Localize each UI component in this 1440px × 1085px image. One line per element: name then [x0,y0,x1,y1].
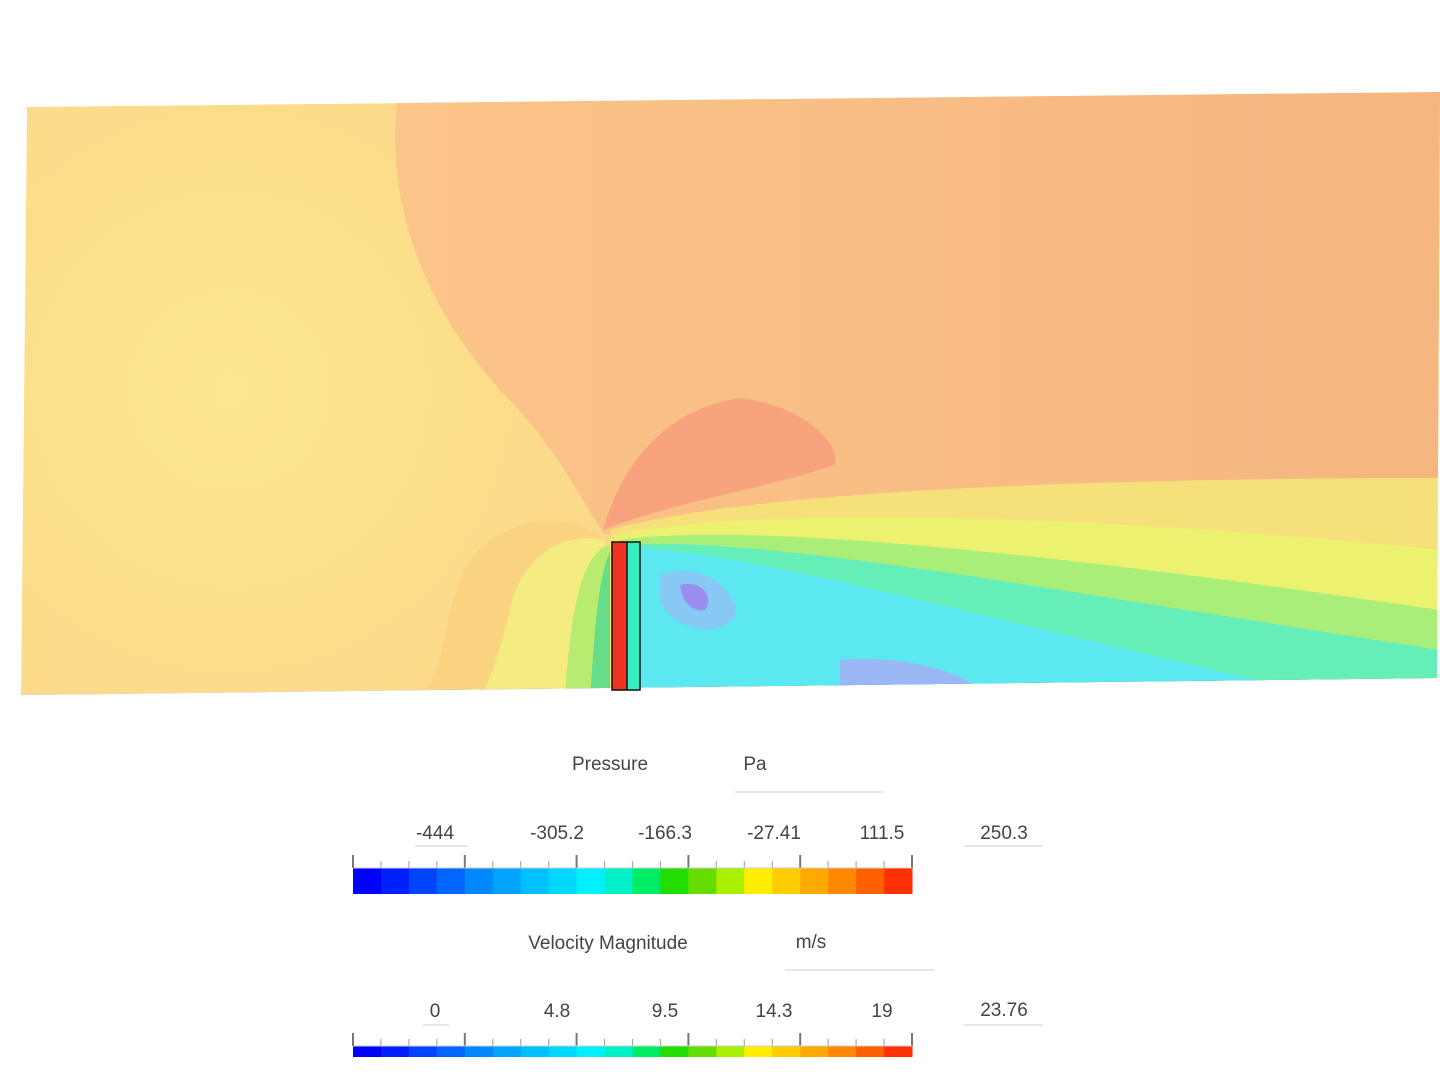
color-swatch [884,868,913,894]
legend-label: -27.41 [747,823,801,844]
legend-label: -166.3 [638,823,692,844]
color-swatch [800,868,829,894]
legend-max: 250.3 [980,823,1028,844]
color-swatch [548,868,578,894]
color-swatch [632,868,661,894]
color-swatch [380,1046,410,1057]
wake-cyan [630,548,1300,695]
color-swatch [856,868,885,894]
color-swatch [856,1046,885,1057]
legend-unit: m/s [796,932,827,953]
pressure-region [395,92,1440,535]
obstacle-front [612,542,627,690]
color-swatch [772,1046,801,1057]
color-swatch [464,1046,494,1057]
color-swatch [604,868,633,894]
color-swatch [688,1046,717,1057]
color-swatch [520,868,550,894]
color-swatch [772,868,801,894]
obstacle-back [627,542,640,690]
color-swatch [408,868,438,894]
upstream-teal [590,548,612,695]
flow-field [21,92,1440,695]
color-swatch [828,868,857,894]
legend-title: Pressure [572,754,648,775]
color-swatch [716,868,745,894]
legend-label: 14.3 [756,1001,793,1022]
color-swatch [800,1046,829,1057]
color-swatch [436,868,466,894]
obstacle-outline [611,541,641,691]
legend-label: -444 [416,823,454,844]
color-swatch [660,1046,689,1057]
color-swatch [660,868,689,894]
legend-label: 9.5 [652,1001,678,1022]
color-swatch [744,868,773,894]
color-swatch [576,1046,606,1057]
legend-max: 23.76 [980,1000,1028,1021]
color-swatch [520,1046,550,1057]
color-swatch [464,868,494,894]
color-swatch [604,1046,633,1057]
color-swatch [353,1046,382,1057]
color-swatch [436,1046,466,1057]
color-swatch [408,1046,438,1057]
legend-label: 4.8 [544,1001,570,1022]
color-swatch [548,1046,578,1057]
legend-title: Velocity Magnitude [528,933,688,954]
color-swatch [716,1046,745,1057]
legends: Pressure Pa -444 -305.2 -166.3 -27.41 111.5 250… [352,754,1043,1057]
color-swatch [380,868,410,894]
color-swatch [576,868,606,894]
color-swatch [353,868,382,894]
color-swatch [828,1046,857,1057]
legend-unit: Pa [743,754,767,775]
vortex-core [680,584,709,611]
pressure-lobe [603,398,836,530]
color-swatch [492,868,522,894]
obstacle [611,541,641,691]
color-swatch [744,1046,773,1057]
color-swatch [632,1046,661,1057]
legend-label: 19 [871,1001,892,1022]
legend-label: 0 [430,1001,441,1022]
color-swatch [688,868,717,894]
legend-label: 111.5 [860,823,905,844]
color-swatch [884,1046,913,1057]
legend-label: -305.2 [530,823,584,844]
color-swatch [492,1046,522,1057]
